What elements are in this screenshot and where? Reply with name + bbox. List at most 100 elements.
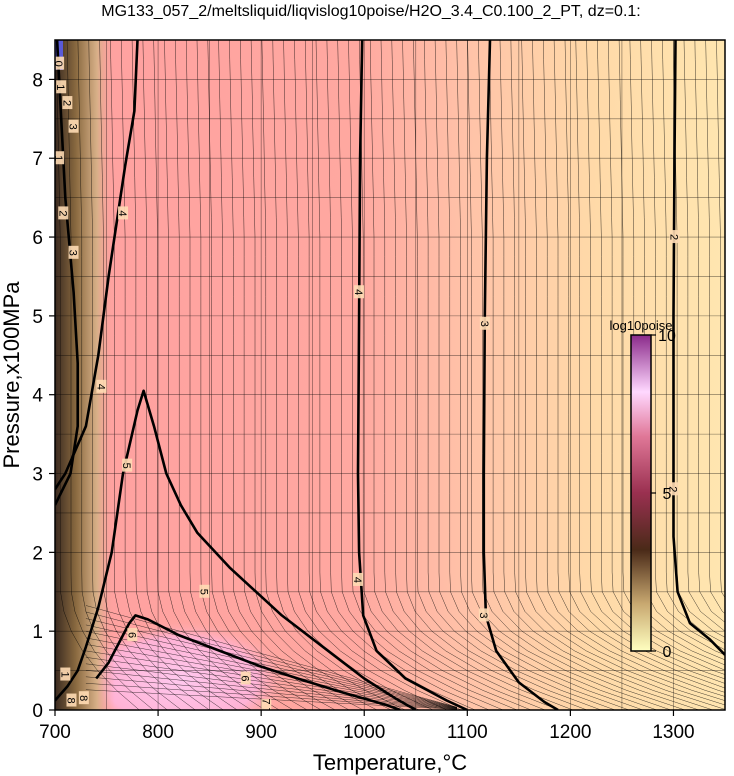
minor-contour: [240, 40, 378, 710]
minor-contour: [391, 40, 574, 710]
minor-contour: [66, 40, 154, 710]
colorbar-tick-label: 5: [663, 486, 672, 503]
y-tick-label: 1: [32, 622, 43, 643]
contour-label: 4: [94, 384, 106, 390]
minor-contour: [142, 40, 252, 710]
contour-label-box: [240, 671, 251, 685]
contour-label-box: [56, 80, 67, 94]
minor-contour: [85, 618, 458, 708]
minor-contour: [77, 40, 168, 710]
minor-contour: [618, 40, 725, 666]
x-tick-label: 1200: [549, 722, 591, 743]
minor-contour: [261, 40, 406, 710]
minor-contour: [586, 40, 725, 680]
contour-label-box: [68, 245, 79, 259]
minor-contour: [120, 40, 224, 710]
minor-contour: [85, 676, 458, 710]
contour-label: 5: [120, 463, 132, 469]
contour-line-2: [672, 40, 725, 656]
plot-area: 2 2 3 3 4 4 4 4 5 5 6 6 3 3 2 2 0 1 1 1 8 8 7 7: [52, 40, 725, 710]
minor-contour: [348, 40, 518, 710]
colorbar-ticks: 0 5 10: [651, 328, 676, 661]
minor-contour: [456, 40, 657, 710]
y-tick-label: 2: [32, 543, 43, 564]
contour-label: 2: [56, 210, 68, 216]
contour-label-box: [68, 119, 79, 133]
minor-contour: [543, 40, 725, 697]
y-axis-label: Pressure,x100MPa: [0, 281, 24, 469]
contour-label: 4: [352, 289, 364, 295]
minor-contour: [424, 40, 616, 710]
minor-contour-lines: [56, 40, 725, 710]
minor-contour: [532, 40, 725, 701]
contour-label-box: [55, 151, 65, 165]
minor-contour: [85, 624, 458, 708]
contour-label: 2: [667, 234, 679, 240]
minor-contour: [597, 40, 725, 675]
colorbar: log10poise 0 5 10: [610, 318, 676, 661]
colorbar-tick-label: 10: [658, 328, 676, 345]
contour-label-box: [353, 572, 364, 586]
contour-label: 3: [67, 250, 79, 256]
x-tick-label: 1300: [652, 722, 694, 743]
minor-contour: [131, 40, 238, 710]
contour-label: 8: [64, 697, 76, 703]
minor-contour: [272, 40, 420, 710]
minor-contour: [304, 40, 462, 710]
contour-label: 1: [54, 84, 66, 90]
x-tick-label: 800: [142, 722, 174, 743]
minor-contour: [716, 40, 725, 599]
contour-label-box: [78, 691, 89, 705]
contour-label-box: [55, 56, 65, 70]
contour-label: 2: [666, 486, 678, 492]
contour-label-box: [479, 316, 490, 330]
x-tick-label: 900: [245, 722, 277, 743]
minor-contour: [434, 40, 630, 710]
minor-contour: [185, 40, 308, 710]
minor-contour: [207, 40, 336, 710]
contour-line-5: [55, 40, 79, 506]
minor-contour: [99, 40, 196, 710]
minor-contour: [85, 689, 458, 710]
y-tick-label: 3: [32, 465, 43, 486]
minor-contour: [467, 40, 671, 710]
contour-label-box: [118, 206, 129, 220]
y-tick-label: 4: [32, 386, 43, 407]
minor-contour: [705, 40, 725, 614]
y-tick-label: 6: [32, 228, 43, 249]
minor-contour: [175, 40, 294, 710]
contour-label-box: [261, 699, 272, 710]
minor-contour: [499, 40, 713, 710]
minor-contour: [110, 40, 210, 710]
y-tick-label: 8: [32, 70, 43, 91]
minor-contour: [575, 40, 725, 684]
minor-contour: [564, 40, 725, 689]
plot-frame: [54, 39, 726, 711]
minor-contour: [651, 40, 725, 651]
contour-label: 6: [125, 632, 137, 638]
colorbar-scale: [630, 334, 652, 652]
minor-contour: [85, 663, 458, 710]
minor-contour: [488, 40, 699, 710]
minor-contour: [229, 40, 364, 710]
contour-labels: 2 2 3 3 4 4 4 4 5 5 6 6 3 3 2 2 0 1 1 1 8 8 7 7: [52, 56, 680, 710]
x-tick-label: 700: [39, 722, 71, 743]
contour-label: 0: [52, 61, 64, 67]
contour-label-box: [354, 285, 365, 299]
contour-label: 3: [477, 612, 489, 618]
contour-label-box: [669, 230, 680, 244]
minor-contour: [337, 40, 504, 710]
minor-contour: [196, 40, 322, 710]
contour-label-box: [58, 206, 69, 220]
minor-contour: [359, 40, 532, 710]
minor-contour: [250, 40, 392, 710]
contour-label: 1: [52, 155, 64, 161]
y-tick-label: 0: [32, 701, 43, 722]
chart-title: MG133_057_2/meltsliquid/liqvislog10poise…: [101, 3, 640, 20]
minor-contour: [662, 40, 725, 644]
contour-label: 5: [197, 589, 209, 595]
contour-label-box: [122, 458, 133, 472]
minor-contour: [326, 40, 490, 710]
contour-label: 6: [239, 675, 251, 681]
low-temperature-dark-band: [55, 40, 115, 710]
